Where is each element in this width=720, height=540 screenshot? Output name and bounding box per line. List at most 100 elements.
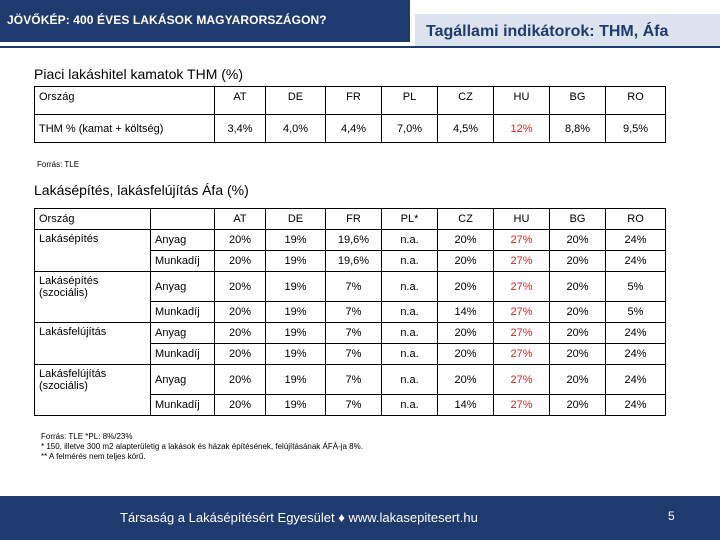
table-cell: 7% [325,394,382,416]
table-cell: 24% [605,229,666,251]
row-label: THM % (kamat + költség) [34,114,215,143]
column-header: HU [493,86,550,115]
table-cell-highlight: 27% [493,229,550,251]
table-cell: 20% [214,271,266,302]
vat-table: Ország AT DE FR PL* CZ HU BG RO Lakásépí… [34,208,666,416]
column-header: BG [549,208,606,230]
table-cell: 20% [437,322,494,344]
slide-series-title: JÖVŐKÉP: 400 ÉVES LAKÁSOK MAGYARORSZÁGON… [0,0,410,42]
column-header: CZ [437,86,494,115]
table-row: Lakásfelújítás Anyag 20% 19% 7% n.a. 20%… [34,322,666,365]
table-cell: n.a. [381,364,438,395]
table-cell-highlight: 27% [493,364,550,395]
table-cell: 20% [549,364,606,395]
table-cell: n.a. [381,271,438,302]
table-cell-highlight: 27% [493,250,550,272]
table-cell: 20% [214,301,266,323]
table-cell: 20% [214,322,266,344]
footer-bar: Társaság a Lakásépítésért Egyesület ♦ ww… [0,496,720,540]
table-cell: 24% [605,343,666,365]
table-cell: 19% [265,271,326,302]
footer-text: Társaság a Lakásépítésért Egyesület ♦ ww… [120,510,478,525]
table-cell: 20% [549,250,606,272]
table-cell: 19,6% [325,250,382,272]
cost-type: Anyag [150,229,215,251]
table-cell: 20% [437,343,494,365]
cost-type: Munkadíj [150,301,215,323]
table-cell: 5% [605,301,666,323]
table-cell: 4,5% [437,114,494,143]
footnote-line: ** A felmérés nem teljes körű. [41,452,146,461]
header-rule [0,46,720,48]
table-row: Lakásfelújítás (szociális) Anyag 20% 19%… [34,364,666,416]
cost-type: Munkadíj [150,250,215,272]
table-cell: 20% [214,250,266,272]
cost-type: Munkadíj [150,343,215,365]
table-row: Munkadíj 20% 19% 7% n.a. 14% 27% 20% 24% [35,394,666,416]
table-cell: 7% [325,271,382,302]
table-header-row: Ország AT DE FR PL* CZ HU BG RO [34,208,666,230]
table-cell: n.a. [381,229,438,251]
column-header: AT [214,208,266,230]
column-header: FR [325,86,382,115]
cost-type: Anyag [150,322,215,344]
footnotes: Forrás: TLE *PL: 8%/23% * 150, illetve 3… [41,432,363,462]
table-cell: 24% [605,250,666,272]
table-cell: 20% [549,343,606,365]
table-header-row: Ország AT DE FR PL CZ HU BG RO [34,86,666,115]
table-cell: 14% [437,301,494,323]
table-row: THM % (kamat + költség) 3,4% 4,0% 4,4% 7… [34,114,666,143]
table-cell: 19% [265,364,326,395]
table-cell-highlight: 27% [493,322,550,344]
table-cell: 7% [325,322,382,344]
cost-type: Anyag [150,364,215,395]
table-cell: 7,0% [381,114,438,143]
table-cell: 19% [265,250,326,272]
table-cell-highlight: 27% [493,271,550,302]
table-cell: n.a. [381,250,438,272]
table-cell: 19% [265,229,326,251]
table-cell: 19% [265,394,326,416]
table-cell: 20% [437,271,494,302]
column-header: BG [549,86,606,115]
page-number: 5 [668,509,675,523]
column-header: PL* [381,208,438,230]
table-cell: 7% [325,301,382,323]
group-label: Lakásépítés (szociális) [34,271,151,323]
table-row: Munkadíj 20% 19% 7% n.a. 14% 27% 20% 5% [35,301,666,323]
table-cell: 20% [214,229,266,251]
table-cell: n.a. [381,394,438,416]
column-header: HU [493,208,550,230]
table-cell: 24% [605,364,666,395]
table-row: Munkadíj 20% 19% 7% n.a. 20% 27% 20% 24% [35,343,666,365]
table-cell: 20% [214,394,266,416]
group-label: Lakásépítés [34,229,151,272]
group-label: Lakásfelújítás (szociális) [34,364,151,416]
table-cell: 20% [549,301,606,323]
table-cell: 20% [549,271,606,302]
table-cell: 19% [265,301,326,323]
column-header-blank [150,208,215,230]
table-cell: 20% [549,394,606,416]
table-cell: 14% [437,394,494,416]
table-cell-highlight: 12% [493,114,550,143]
column-header: AT [214,86,266,115]
table-cell: 19% [265,322,326,344]
section2-title: Lakásépítés, lakásfelújítás Áfa (%) [34,182,249,198]
table-cell: 19,6% [325,229,382,251]
table-cell: 20% [437,364,494,395]
table-cell: 8,8% [549,114,606,143]
table-cell: 5% [605,271,666,302]
footnote-line: * 150, illetve 300 m2 alapterületig a la… [41,442,363,451]
table-cell: n.a. [381,301,438,323]
table-row: Munkadíj 20% 19% 19,6% n.a. 20% 27% 20% … [35,250,666,272]
column-header: Ország [34,208,151,230]
table-cell: 20% [549,229,606,251]
column-header: RO [605,86,666,115]
table-cell: 20% [214,364,266,395]
table-cell: n.a. [381,343,438,365]
source-note: Forrás: TLE [37,160,80,169]
column-header: CZ [437,208,494,230]
table-cell: 20% [214,343,266,365]
cost-type: Anyag [150,271,215,302]
